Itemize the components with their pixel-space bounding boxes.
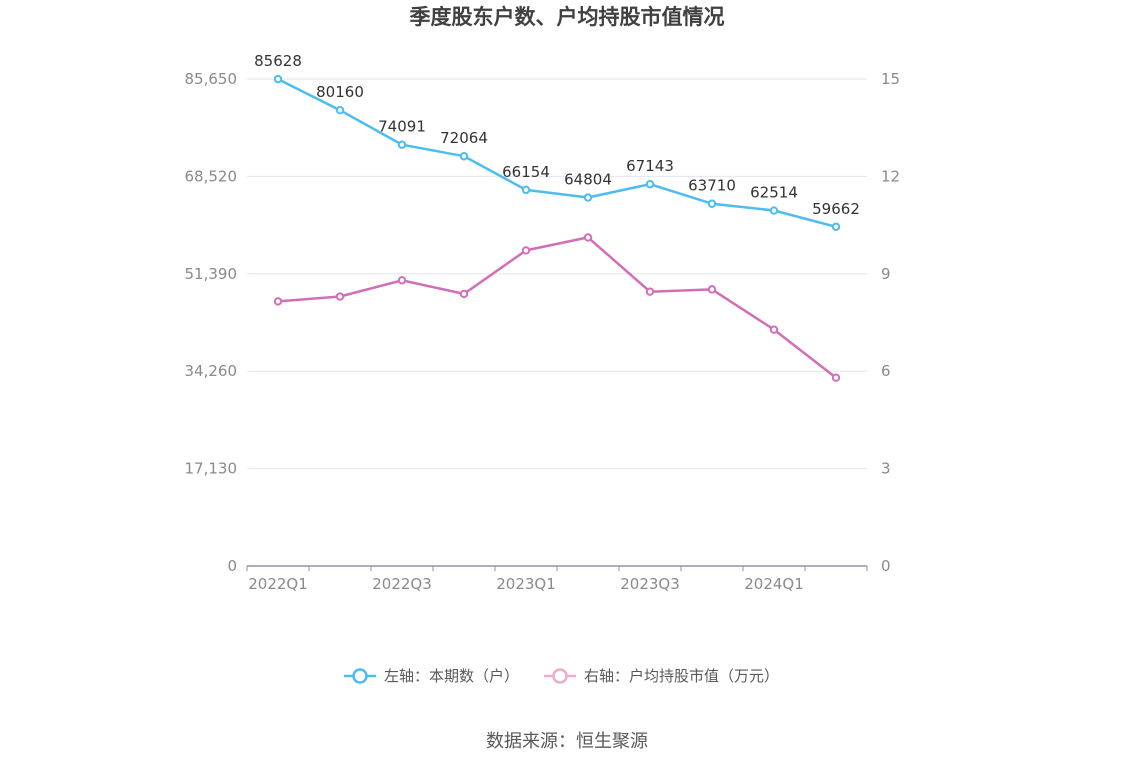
right-tick-label: 12 — [881, 167, 900, 185]
left-tick-label: 51,390 — [185, 265, 238, 283]
data-point[interactable] — [831, 222, 841, 231]
data-point[interactable] — [335, 292, 345, 301]
legend-marker — [552, 668, 568, 684]
data-label: 64804 — [564, 171, 612, 189]
left-tick-label: 34,260 — [185, 362, 238, 380]
data-point[interactable] — [583, 233, 593, 242]
right-tick-label: 3 — [881, 460, 891, 478]
left-axis: 0 17,130 34,260 51,390 68,520 85,650 — [185, 70, 238, 575]
legend-item-1[interactable]: 右轴：户均持股市值（万元） — [544, 667, 779, 685]
source-note: 数据来源：恒生聚源 — [486, 731, 648, 752]
data-point[interactable] — [397, 140, 407, 149]
left-tick-label: 17,130 — [185, 460, 238, 478]
data-label: 62514 — [750, 184, 798, 202]
series-layer — [273, 74, 841, 382]
data-label: 66154 — [502, 163, 550, 181]
x-tick-label: 2024Q1 — [744, 575, 804, 593]
data-point[interactable] — [583, 193, 593, 202]
data-point[interactable] — [335, 106, 345, 115]
series-line-1 — [277, 236, 837, 379]
data-point[interactable] — [459, 152, 469, 161]
data-point[interactable] — [397, 276, 407, 285]
right-tick-label: 15 — [881, 70, 900, 88]
data-point[interactable] — [707, 199, 717, 208]
data-label: 72064 — [440, 129, 488, 147]
data-point[interactable] — [273, 297, 283, 306]
data-label: 74091 — [378, 118, 426, 136]
data-point[interactable] — [769, 206, 779, 215]
x-tick-label: 2023Q1 — [496, 575, 556, 593]
data-label: 85628 — [254, 52, 302, 70]
right-tick-label: 0 — [881, 557, 891, 575]
right-axis: 0 3 6 9 12 15 — [881, 70, 900, 575]
legend[interactable]: 左轴：本期数（户） 右轴：户均持股市值（万元） — [344, 667, 779, 685]
data-point[interactable] — [645, 180, 655, 189]
data-label: 63710 — [688, 177, 736, 195]
legend-marker — [352, 668, 368, 684]
x-tick-label: 2022Q1 — [248, 575, 308, 593]
legend-label: 左轴：本期数（户） — [384, 667, 519, 685]
data-point[interactable] — [645, 287, 655, 296]
data-point[interactable] — [459, 289, 469, 299]
x-tick-label: 2023Q3 — [620, 575, 680, 593]
series-line-0 — [277, 77, 837, 229]
data-point[interactable] — [769, 325, 779, 334]
data-point[interactable] — [521, 185, 531, 195]
legend-item-0[interactable]: 左轴：本期数（户） — [344, 667, 519, 685]
data-point[interactable] — [707, 285, 717, 294]
x-axis: 2022Q1 2022Q3 2023Q1 2023Q3 2024Q1 — [246, 565, 868, 593]
left-tick-label: 68,520 — [185, 167, 238, 185]
right-tick-label: 9 — [881, 265, 891, 283]
left-tick-label: 85,650 — [185, 70, 238, 88]
data-labels: 85628 80160 74091 72064 66154 64804 67143 63710… — [254, 52, 860, 218]
data-label: 67143 — [626, 157, 674, 175]
data-label: 80160 — [316, 83, 364, 101]
data-point[interactable] — [521, 246, 531, 255]
right-tick-label: 6 — [881, 362, 891, 380]
legend-label: 右轴：户均持股市值（万元） — [584, 667, 779, 685]
chart-title: 季度股东户数、户均持股市值情况 — [410, 5, 725, 29]
data-point[interactable] — [273, 74, 283, 84]
data-point[interactable] — [831, 373, 841, 382]
left-tick-label: 0 — [227, 557, 237, 575]
data-label: 59662 — [812, 200, 860, 218]
x-tick-label: 2022Q3 — [372, 575, 432, 593]
gridlines — [247, 78, 867, 470]
